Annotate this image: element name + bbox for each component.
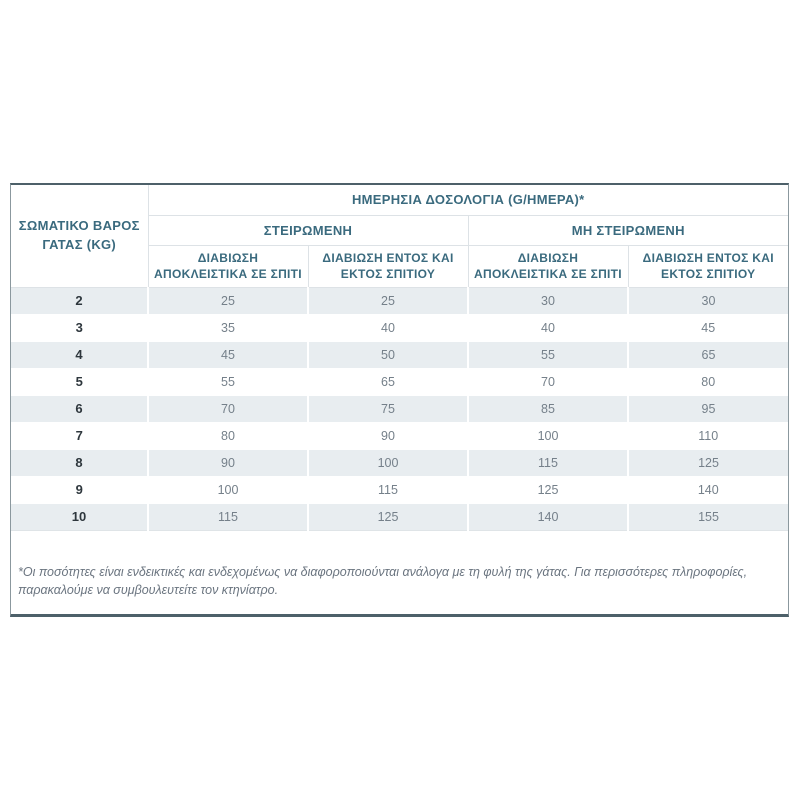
table-row: 2 25 25 30 30 (11, 286, 788, 315)
dose-cell: 50 (307, 340, 469, 369)
dose-cell: 100 (467, 421, 629, 450)
dose-cell: 40 (307, 313, 469, 342)
weight-cell: 8 (11, 448, 149, 477)
table-row: 4 45 50 55 65 (11, 340, 788, 369)
subheader-sterilized-indoor-outdoor: ΔΙΑΒΙΩΣΗ ΕΝΤΟΣ ΚΑΙ ΕΚΤΟΣ ΣΠΙΤΙΟΥ (307, 244, 469, 288)
subheader-non-sterilized-indoor: ΔΙΑΒΙΩΣΗ ΑΠΟΚΛΕΙΣΤΙΚΑ ΣΕ ΣΠΙΤΙ (467, 244, 629, 288)
dose-cell: 80 (627, 367, 788, 396)
weight-column-header: ΣΩΜΑΤΙΚΟ ΒΑΡΟΣ ΓΑΤΑΣ (KG) (11, 185, 149, 288)
weight-cell: 3 (11, 313, 149, 342)
dose-cell: 125 (307, 502, 469, 531)
main-header: ΗΜΕΡΗΣΙΑ ΔΟΣΟΛΟΓΙΑ (G/ΗΜΕΡΑ)* (147, 185, 788, 216)
dose-cell: 85 (467, 394, 629, 423)
header-row-main: ΣΩΜΑΤΙΚΟ ΒΑΡΟΣ ΓΑΤΑΣ (KG) ΗΜΕΡΗΣΙΑ ΔΟΣΟΛ… (11, 185, 788, 288)
group-header-sterilized: ΣΤΕΙΡΩΜΕΝΗ (147, 214, 469, 246)
dose-cell: 95 (627, 394, 788, 423)
dose-cell: 115 (467, 448, 629, 477)
dose-cell: 40 (467, 313, 629, 342)
table-body: 2 25 25 30 30 3 35 40 40 45 4 45 50 55 65 5 55 65 70 80 6 70 7… (11, 286, 788, 531)
table-row: 5 55 65 70 80 (11, 367, 788, 396)
dose-cell: 25 (307, 286, 469, 315)
dose-cell: 45 (147, 340, 309, 369)
dose-cell: 140 (627, 475, 788, 504)
dose-cell: 75 (307, 394, 469, 423)
table-row: 9 100 115 125 140 (11, 475, 788, 504)
table-row: 7 80 90 100 110 (11, 421, 788, 450)
dose-cell: 115 (147, 502, 309, 531)
dose-cell: 65 (627, 340, 788, 369)
table-row: 3 35 40 40 45 (11, 313, 788, 342)
subheader-sterilized-indoor: ΔΙΑΒΙΩΣΗ ΑΠΟΚΛΕΙΣΤΙΚΑ ΣΕ ΣΠΙΤΙ (147, 244, 309, 288)
feeding-dosage-table: ΣΩΜΑΤΙΚΟ ΒΑΡΟΣ ΓΑΤΑΣ (KG) ΗΜΕΡΗΣΙΑ ΔΟΣΟΛ… (11, 185, 788, 531)
table-header: ΣΩΜΑΤΙΚΟ ΒΑΡΟΣ ΓΑΤΑΣ (KG) ΗΜΕΡΗΣΙΑ ΔΟΣΟΛ… (11, 185, 788, 288)
dose-cell: 115 (307, 475, 469, 504)
dose-cell: 80 (147, 421, 309, 450)
header-row-subheaders: ΔΙΑΒΙΩΣΗ ΑΠΟΚΛΕΙΣΤΙΚΑ ΣΕ ΣΠΙΤΙ ΔΙΑΒΙΩΣΗ … (11, 244, 788, 288)
subheader-non-sterilized-indoor-outdoor: ΔΙΑΒΙΩΣΗ ΕΝΤΟΣ ΚΑΙ ΕΚΤΟΣ ΣΠΙΤΙΟΥ (627, 244, 788, 288)
dosage-panel: ΣΩΜΑΤΙΚΟ ΒΑΡΟΣ ΓΑΤΑΣ (KG) ΗΜΕΡΗΣΙΑ ΔΟΣΟΛ… (10, 183, 789, 617)
dose-cell: 45 (627, 313, 788, 342)
dose-cell: 25 (147, 286, 309, 315)
weight-cell: 2 (11, 286, 149, 315)
weight-cell: 5 (11, 367, 149, 396)
table-row: 6 70 75 85 95 (11, 394, 788, 423)
footnote: *Οι ποσότητες είναι ενδεικτικές και ενδε… (18, 564, 748, 598)
dose-cell: 30 (467, 286, 629, 315)
dose-cell: 70 (467, 367, 629, 396)
weight-cell: 7 (11, 421, 149, 450)
weight-cell: 4 (11, 340, 149, 369)
dose-cell: 155 (627, 502, 788, 531)
dose-cell: 110 (627, 421, 788, 450)
table-row: 8 90 100 115 125 (11, 448, 788, 477)
group-header-non-sterilized: ΜΗ ΣΤΕΙΡΩΜΕΝΗ (467, 214, 788, 246)
weight-cell: 9 (11, 475, 149, 504)
dose-cell: 70 (147, 394, 309, 423)
table-row: 10 115 125 140 155 (11, 502, 788, 531)
dose-cell: 125 (467, 475, 629, 504)
dose-cell: 90 (307, 421, 469, 450)
dose-cell: 55 (147, 367, 309, 396)
dose-cell: 65 (307, 367, 469, 396)
dose-cell: 125 (627, 448, 788, 477)
weight-cell: 6 (11, 394, 149, 423)
dose-cell: 90 (147, 448, 309, 477)
dose-cell: 30 (627, 286, 788, 315)
dose-cell: 140 (467, 502, 629, 531)
dose-cell: 35 (147, 313, 309, 342)
dose-cell: 100 (147, 475, 309, 504)
dose-cell: 100 (307, 448, 469, 477)
weight-cell: 10 (11, 502, 149, 531)
dose-cell: 55 (467, 340, 629, 369)
